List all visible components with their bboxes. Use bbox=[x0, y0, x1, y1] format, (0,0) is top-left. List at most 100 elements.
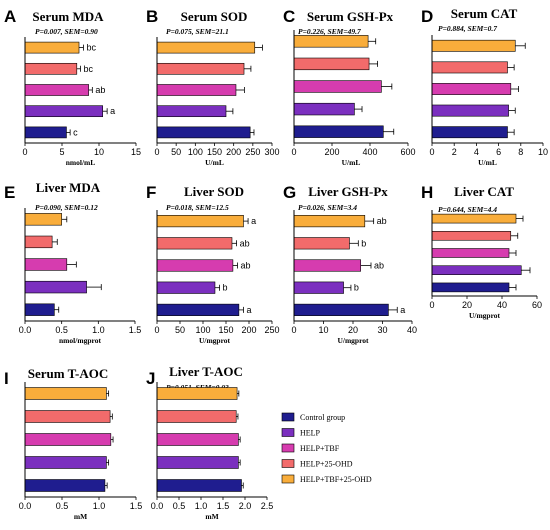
significance-letter: ab bbox=[240, 238, 250, 248]
panel-letter: E bbox=[4, 183, 15, 202]
bar-help-tbf-25-ohd bbox=[156, 387, 238, 400]
panel-title: Liver GSH-Px bbox=[308, 184, 388, 199]
bar-help-tbf bbox=[156, 84, 237, 96]
panel-stats: P=0.884, SEM=0.7 bbox=[438, 24, 497, 33]
significance-letter: a bbox=[246, 305, 251, 315]
bar-help bbox=[156, 105, 227, 118]
bar-help-tbf-25-ohd bbox=[293, 35, 369, 48]
bar-help-tbf bbox=[24, 258, 68, 271]
panel-letter: H bbox=[421, 183, 433, 202]
panel-letter: F bbox=[146, 183, 156, 202]
bar-help bbox=[24, 456, 107, 469]
significance-letter: ab bbox=[95, 85, 105, 95]
significance-letter: a bbox=[400, 305, 405, 315]
significance-letter: bc bbox=[84, 64, 94, 74]
x-tick-label: 0.0 bbox=[19, 501, 32, 511]
chart-panel-c: C Serum GSH-Px P=0.226, SEM=49.7 0 200 400 600… bbox=[283, 7, 416, 167]
x-tick-label: 0.5 bbox=[56, 501, 69, 511]
bar-control-group bbox=[156, 479, 242, 492]
legend-label: Control group bbox=[300, 413, 345, 422]
x-tick-label: 30 bbox=[377, 325, 387, 335]
bar-help bbox=[293, 102, 355, 116]
legend-swatch bbox=[281, 459, 295, 468]
x-tick-label: 40 bbox=[407, 325, 417, 335]
panel-letter: A bbox=[4, 7, 16, 26]
x-tick-label: 60 bbox=[532, 300, 542, 310]
bar-control-group bbox=[24, 303, 55, 316]
x-tick-label: 0.5 bbox=[55, 325, 68, 335]
x-tick-label: 10 bbox=[538, 147, 548, 157]
x-tick-label: 1.5 bbox=[217, 501, 230, 511]
panel-letter: J bbox=[146, 369, 155, 388]
x-tick-label: 1.5 bbox=[129, 325, 142, 335]
panel-title: Liver SOD bbox=[184, 184, 244, 199]
panel-title: Liver T-AOC bbox=[169, 364, 243, 379]
x-tick-label: 0 bbox=[291, 325, 296, 335]
x-axis-label: mM bbox=[205, 512, 218, 521]
bar-control-group bbox=[431, 126, 508, 139]
panel-letter: B bbox=[146, 7, 158, 26]
panel-letter: I bbox=[4, 369, 9, 388]
bar-control-group bbox=[293, 303, 389, 316]
x-tick-label: 0.0 bbox=[19, 325, 32, 335]
x-tick-label: 10 bbox=[318, 325, 328, 335]
x-axis-label: U/mgprot bbox=[199, 336, 231, 345]
chart-panel-e: E Liver MDA P=0.090, SEM=0.12 0.0 0.5 1.0 1.5 n… bbox=[4, 180, 141, 345]
x-tick-label: 4 bbox=[474, 147, 479, 157]
significance-letter: a bbox=[251, 216, 256, 226]
significance-letter: bc bbox=[86, 43, 96, 53]
x-tick-label: 400 bbox=[362, 147, 377, 157]
bar-control-group bbox=[293, 125, 384, 138]
panel-stats: P=0.644, SEM=4.4 bbox=[438, 205, 497, 214]
x-tick-label: 0 bbox=[429, 147, 434, 157]
bar-help-tbf bbox=[156, 259, 234, 272]
bar-help-tbf-25-ohd bbox=[24, 213, 62, 226]
significance-letter: b bbox=[223, 283, 228, 293]
bar-help-25-ohd bbox=[156, 410, 237, 423]
x-tick-label: 150 bbox=[207, 147, 222, 157]
bar-control-group bbox=[431, 282, 510, 293]
bar-help-25-ohd bbox=[293, 237, 350, 250]
panel-title: Serum T-AOC bbox=[28, 366, 109, 381]
bar-help-tbf bbox=[24, 433, 112, 446]
bar-help bbox=[293, 281, 344, 294]
x-tick-label: 200 bbox=[324, 147, 339, 157]
significance-letter: a bbox=[110, 106, 115, 116]
legend-swatch bbox=[281, 474, 295, 484]
bar-control-group bbox=[156, 303, 240, 316]
bar-help bbox=[24, 105, 103, 118]
x-tick-label: 300 bbox=[264, 147, 279, 157]
significance-letter: ab bbox=[241, 261, 251, 271]
x-tick-label: 20 bbox=[348, 325, 358, 335]
x-tick-label: 1.0 bbox=[93, 501, 106, 511]
x-tick-label: 50 bbox=[175, 325, 185, 335]
x-tick-label: 6 bbox=[496, 147, 501, 157]
x-tick-label: 200 bbox=[226, 147, 241, 157]
significance-letter: ab bbox=[377, 216, 387, 226]
significance-letter: ab bbox=[374, 261, 384, 271]
x-tick-label: 8 bbox=[518, 147, 523, 157]
x-tick-label: 100 bbox=[188, 147, 203, 157]
panel-stats: P=0.075, SEM=21.1 bbox=[166, 27, 229, 36]
bar-help-tbf bbox=[431, 83, 512, 95]
bar-help-tbf bbox=[293, 259, 361, 272]
panel-letter: C bbox=[283, 7, 295, 26]
x-axis-label: mM bbox=[74, 512, 87, 521]
bar-help-25-ohd bbox=[156, 62, 245, 75]
significance-letter: c bbox=[73, 127, 78, 137]
x-tick-label: 2 bbox=[452, 147, 457, 157]
x-tick-label: 150 bbox=[218, 325, 233, 335]
x-axis-label: U/mL bbox=[205, 158, 224, 167]
bar-control-group bbox=[24, 479, 106, 492]
bar-help-25-ohd bbox=[24, 235, 53, 249]
legend-swatch bbox=[281, 428, 295, 437]
x-tick-label: 2.5 bbox=[261, 501, 274, 511]
panel-stats: P=0.007, SEM=0.90 bbox=[35, 27, 98, 36]
panel-letter: D bbox=[421, 7, 433, 26]
bar-help-tbf bbox=[293, 80, 382, 93]
legend: Control group HELP HELP+TBF HELP+25-OHD HELP… bbox=[281, 412, 372, 484]
significance-letter: b bbox=[354, 283, 359, 293]
